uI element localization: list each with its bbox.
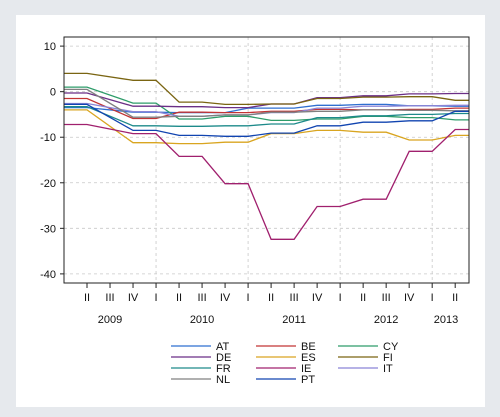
x-year-label: 2010 [190, 314, 214, 326]
plot-frame [63, 36, 470, 284]
x-tick-label: IV [128, 292, 139, 304]
legend-label-it: IT [383, 363, 393, 375]
x-tick-label: III [105, 292, 114, 304]
x-tick-label: I [431, 292, 434, 304]
x-tick-label: I [155, 292, 158, 304]
legend-label-at: AT [216, 341, 230, 353]
series-line-be [64, 97, 469, 120]
chart-figure: 10 0 -10 -20 -30 -40 II III IV I II III IV I II III IV I I… [16, 15, 485, 407]
x-tick-label: IV [404, 292, 415, 304]
y-tick-label: -10 [40, 132, 56, 144]
series-line-pt [64, 103, 469, 137]
y-tick-label: -20 [40, 178, 56, 190]
x-tick-label: III [382, 292, 391, 304]
y-tick-label: 0 [50, 87, 56, 99]
x-year-label: 2009 [98, 314, 122, 326]
series-line-fr [64, 106, 469, 127]
x-year-label: 2013 [434, 314, 458, 326]
legend-label-cy: CY [383, 341, 399, 353]
x-tick-label: II [176, 292, 182, 304]
x-year-label: 2012 [374, 314, 398, 326]
legend-label-ie: IE [301, 363, 311, 375]
legend-label-de: DE [216, 352, 231, 364]
legend-label-pt: PT [301, 374, 315, 386]
legend-label-fi: FI [383, 352, 393, 364]
series-line-ie [64, 123, 469, 240]
x-year-label: 2011 [282, 314, 306, 326]
legend-label-es: ES [301, 352, 316, 364]
legend-label-fr: FR [216, 363, 231, 375]
series-line-fi [64, 72, 469, 106]
x-tick-label: II [452, 292, 458, 304]
x-tick-label: II [84, 292, 90, 304]
x-tick-label: III [290, 292, 299, 304]
y-tick-label: 10 [44, 41, 56, 53]
legend-label-be: BE [301, 341, 316, 353]
plot-area [64, 37, 469, 283]
x-tick-label: I [339, 292, 342, 304]
x-tick-label: IV [312, 292, 323, 304]
series-line-cy [64, 86, 469, 122]
x-tick-label: II [360, 292, 366, 304]
x-tick-label: II [268, 292, 274, 304]
y-tick-label: -30 [40, 223, 56, 235]
x-tick-label: I [247, 292, 250, 304]
x-tick-label: IV [220, 292, 231, 304]
x-tick-label: III [197, 292, 206, 304]
y-tick-label: -40 [40, 269, 56, 281]
series-line-nl [64, 88, 469, 118]
legend-label-nl: NL [216, 374, 230, 386]
